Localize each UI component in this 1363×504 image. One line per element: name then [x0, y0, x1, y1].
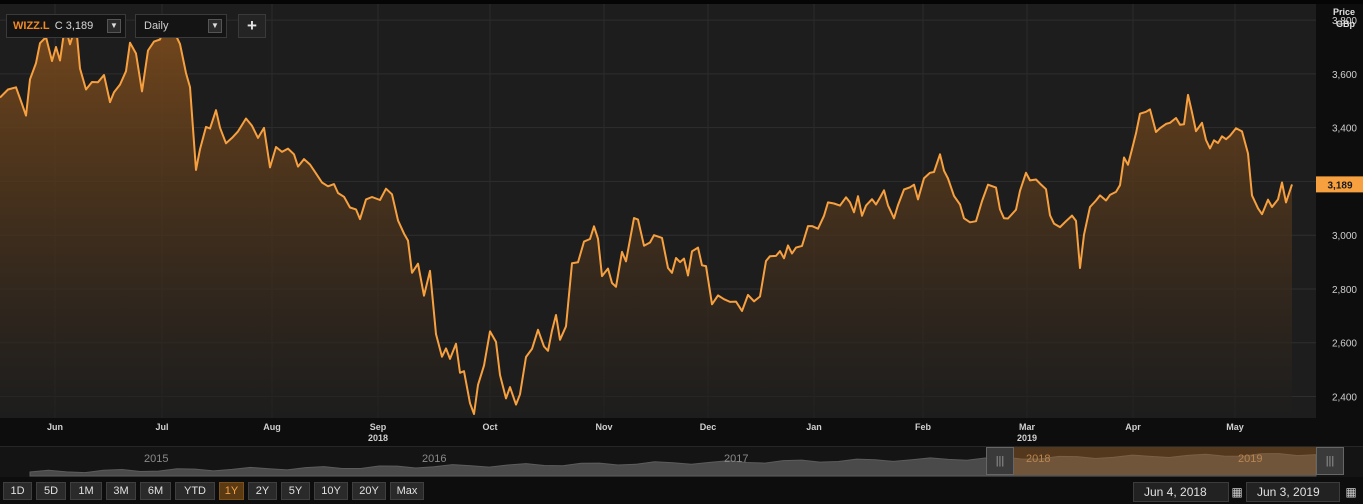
- x-tick-label: Aug: [263, 422, 281, 432]
- range-button-6m[interactable]: 6M: [140, 482, 171, 500]
- x-tick-label: Sep: [370, 422, 387, 432]
- price-area: [0, 18, 1292, 418]
- x-tick-label: Feb: [915, 422, 932, 432]
- x-tick-year-label: 2018: [368, 433, 388, 443]
- chevron-down-icon[interactable]: ▼: [107, 19, 121, 33]
- price-axis-header: Price GBp: [1333, 6, 1355, 30]
- interval-selector[interactable]: Daily ▼: [135, 14, 227, 38]
- range-button-ytd[interactable]: YTD: [175, 482, 215, 500]
- price-axis-panel: [1316, 4, 1363, 418]
- navigator-year-label: 2016: [422, 453, 447, 465]
- range-button-5y[interactable]: 5Y: [281, 482, 310, 500]
- y-tick-label: 3,600: [1332, 70, 1357, 81]
- navigator-year-label: 2015: [144, 453, 169, 465]
- y-tick-label: 2,800: [1332, 285, 1357, 296]
- navigator-year-label: 2017: [724, 453, 749, 465]
- x-tick-label: Jan: [806, 422, 822, 432]
- ticker-symbol: WIZZ.L: [13, 20, 50, 32]
- current-price-badge: [1316, 176, 1363, 193]
- y-tick-label: 3,800: [1332, 16, 1357, 27]
- x-tick-label: May: [1226, 422, 1244, 432]
- y-tick-label: 3,400: [1332, 124, 1357, 135]
- x-tick-label: Dec: [700, 422, 717, 432]
- x-tick-label: Jun: [47, 422, 63, 432]
- range-button-3m[interactable]: 3M: [106, 482, 136, 500]
- top-strip: [0, 0, 1363, 4]
- range-button-1y[interactable]: 1Y: [219, 482, 244, 500]
- x-tick-year-label: 2019: [1017, 433, 1037, 443]
- navigator-year-label: 2018: [1026, 453, 1051, 465]
- symbol-selector[interactable]: WIZZ.L C 3,189 ▼: [6, 14, 126, 38]
- x-tick-label: Jul: [155, 422, 168, 432]
- ticker-price: C 3,189: [54, 20, 94, 32]
- range-button-20y[interactable]: 20Y: [352, 482, 386, 500]
- chevron-down-icon[interactable]: ▼: [208, 19, 222, 33]
- y-tick-label: 2,600: [1332, 339, 1357, 350]
- range-button-10y[interactable]: 10Y: [314, 482, 348, 500]
- price-chart: 2,4002,6002,8003,0003,2003,4003,6003,800…: [0, 4, 1363, 443]
- x-tick-label: Nov: [595, 422, 612, 432]
- range-button-max[interactable]: Max: [390, 482, 424, 500]
- x-tick-label: Apr: [1125, 422, 1141, 432]
- calendar-icon[interactable]: ▦: [1345, 485, 1357, 499]
- y-tick-label: 3,000: [1332, 231, 1357, 242]
- add-series-button[interactable]: +: [238, 14, 266, 38]
- current-price-label: 3,189: [1327, 180, 1352, 191]
- range-button-1m[interactable]: 1M: [70, 482, 102, 500]
- interval-label: Daily: [144, 20, 169, 32]
- navigator-selection[interactable]: [986, 447, 1318, 475]
- date-to-field[interactable]: Jun 3, 2019: [1246, 482, 1340, 502]
- date-from-field[interactable]: Jun 4, 2018: [1133, 482, 1229, 502]
- x-tick-label: Mar: [1019, 422, 1036, 432]
- navigator-year-label: 2019: [1238, 453, 1263, 465]
- price-axis-title: Price: [1332, 7, 1355, 17]
- navigator-handle-left[interactable]: |||: [986, 447, 1014, 475]
- y-tick-label: 2,400: [1332, 392, 1357, 403]
- price-line: [0, 17, 1293, 415]
- calendar-icon[interactable]: ▦: [1231, 485, 1243, 499]
- navigator-handle-right[interactable]: |||: [1316, 447, 1344, 475]
- x-tick-label: Oct: [482, 422, 497, 432]
- range-button-1d[interactable]: 1D: [3, 482, 32, 500]
- range-button-2y[interactable]: 2Y: [248, 482, 277, 500]
- range-button-5d[interactable]: 5D: [36, 482, 66, 500]
- price-axis-unit: GBp: [1336, 19, 1355, 29]
